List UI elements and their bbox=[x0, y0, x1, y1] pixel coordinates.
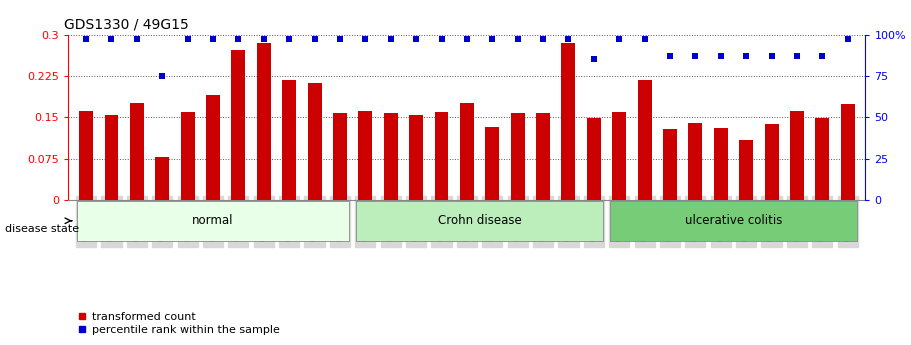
Bar bbox=[282, 80, 296, 200]
Bar bbox=[587, 118, 600, 200]
Point bbox=[409, 37, 424, 42]
Bar bbox=[409, 115, 423, 200]
Bar bbox=[790, 111, 804, 200]
Bar bbox=[486, 127, 499, 200]
Text: ulcerative colitis: ulcerative colitis bbox=[685, 214, 783, 227]
Point bbox=[358, 37, 373, 42]
Text: GDS1330 / 49G15: GDS1330 / 49G15 bbox=[65, 18, 189, 32]
Point bbox=[587, 57, 601, 62]
Point bbox=[638, 37, 652, 42]
Bar bbox=[663, 129, 677, 200]
Bar bbox=[206, 95, 220, 200]
Bar bbox=[105, 115, 118, 200]
Text: normal: normal bbox=[192, 214, 234, 227]
Bar bbox=[689, 123, 702, 200]
Point bbox=[104, 37, 118, 42]
Legend: transformed count, percentile rank within the sample: transformed count, percentile rank withi… bbox=[74, 307, 284, 339]
Point bbox=[662, 53, 677, 59]
Point bbox=[612, 37, 627, 42]
Point bbox=[206, 37, 220, 42]
Point bbox=[536, 37, 550, 42]
Bar bbox=[79, 111, 93, 200]
Bar bbox=[333, 114, 347, 200]
Bar bbox=[536, 114, 550, 200]
Point bbox=[739, 53, 753, 59]
Bar bbox=[638, 80, 651, 200]
Bar bbox=[815, 118, 829, 200]
Bar bbox=[435, 112, 448, 200]
Bar bbox=[561, 43, 576, 200]
Bar bbox=[358, 111, 373, 200]
Point bbox=[435, 37, 449, 42]
Bar bbox=[257, 43, 271, 200]
Point bbox=[79, 37, 94, 42]
Bar bbox=[231, 50, 245, 200]
Bar bbox=[155, 157, 169, 200]
FancyBboxPatch shape bbox=[77, 201, 350, 241]
Bar bbox=[460, 103, 474, 200]
Point bbox=[180, 37, 195, 42]
Point bbox=[764, 53, 779, 59]
Point bbox=[713, 53, 728, 59]
Point bbox=[510, 37, 525, 42]
FancyBboxPatch shape bbox=[609, 201, 857, 241]
Bar bbox=[841, 104, 855, 200]
Bar bbox=[384, 114, 398, 200]
Point bbox=[459, 37, 474, 42]
Point bbox=[485, 37, 499, 42]
Text: disease state: disease state bbox=[5, 225, 78, 234]
Bar bbox=[511, 114, 525, 200]
Point bbox=[561, 37, 576, 42]
Point bbox=[307, 37, 322, 42]
Bar bbox=[612, 112, 626, 200]
Point bbox=[333, 37, 347, 42]
Text: Crohn disease: Crohn disease bbox=[437, 214, 521, 227]
Point bbox=[281, 37, 296, 42]
Bar bbox=[764, 124, 779, 200]
Point bbox=[815, 53, 830, 59]
Point bbox=[840, 37, 855, 42]
Bar bbox=[739, 140, 753, 200]
Bar bbox=[130, 103, 144, 200]
Point bbox=[129, 37, 144, 42]
Point bbox=[688, 53, 702, 59]
Point bbox=[257, 37, 271, 42]
Point bbox=[384, 37, 398, 42]
Point bbox=[155, 73, 169, 79]
Bar bbox=[713, 128, 728, 200]
Bar bbox=[180, 112, 195, 200]
Bar bbox=[308, 82, 322, 200]
Point bbox=[231, 37, 246, 42]
FancyBboxPatch shape bbox=[356, 201, 603, 241]
Point bbox=[790, 53, 804, 59]
